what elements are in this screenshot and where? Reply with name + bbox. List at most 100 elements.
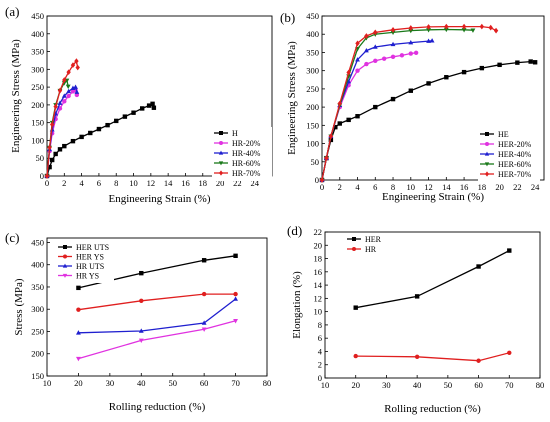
legend-marker	[62, 263, 68, 268]
series-her-60-	[319, 27, 476, 183]
data-point	[507, 350, 512, 355]
x-axis-label: Rolling reduction (%)	[109, 401, 206, 413]
data-point	[201, 320, 207, 325]
legend-label: HER YS	[76, 253, 104, 262]
legend-marker	[63, 245, 67, 249]
y-tick-label: 250	[31, 326, 44, 336]
y-tick-label: 100	[306, 139, 319, 149]
data-point	[324, 155, 329, 161]
y-tick-label: 50	[311, 157, 320, 167]
data-point	[476, 358, 481, 363]
legend-label: HER-70%	[498, 170, 532, 179]
series-hr-70-	[44, 58, 80, 179]
y-tick-label: 450	[31, 237, 44, 247]
x-tick-label: 80	[263, 378, 272, 388]
data-point	[57, 147, 63, 152]
x-tick-label: 16	[460, 182, 469, 192]
y-tick-label: 150	[31, 371, 44, 381]
data-point	[105, 122, 110, 128]
legend-box	[345, 233, 385, 257]
x-tick-label: 70	[231, 378, 240, 388]
data-point	[444, 75, 449, 80]
series-line	[355, 352, 510, 362]
y-tick-label: 450	[306, 11, 319, 21]
data-point	[426, 81, 431, 86]
data-point	[413, 50, 419, 56]
data-point	[233, 296, 238, 301]
data-point	[408, 28, 414, 34]
data-point	[62, 99, 67, 104]
data-point	[408, 25, 413, 31]
x-tick-label: 0	[320, 182, 324, 192]
data-point	[114, 118, 119, 124]
data-point	[328, 133, 334, 140]
legend-label: HE	[498, 130, 509, 139]
y-tick-label: 50	[36, 153, 45, 163]
data-point	[73, 84, 78, 89]
data-point	[138, 338, 144, 344]
data-point	[201, 258, 207, 263]
x-tick-label: 60	[474, 380, 483, 390]
data-point	[138, 328, 144, 333]
legend-label: HR-60%	[232, 159, 261, 168]
data-point	[57, 87, 63, 94]
data-point	[44, 173, 50, 179]
x-tick-label: 8	[391, 182, 395, 192]
panel-label: (a)	[5, 4, 19, 19]
y-tick-label: 400	[31, 29, 44, 39]
data-point	[493, 27, 499, 34]
data-point	[328, 137, 334, 143]
data-point	[414, 294, 420, 299]
data-point	[47, 144, 52, 151]
data-point	[62, 143, 67, 149]
data-point	[47, 164, 52, 170]
x-tick-label: 70	[505, 380, 514, 390]
y-tick-label: 200	[31, 349, 44, 359]
series-her-ys	[76, 291, 238, 312]
legend-marker	[352, 247, 356, 251]
x-axis-label: Rolling reduction (%)	[384, 403, 481, 415]
data-point	[429, 38, 435, 43]
series-hr-40-	[44, 84, 80, 178]
x-tick-label: 20	[74, 378, 83, 388]
y-tick-label: 250	[31, 82, 44, 92]
data-point	[414, 354, 420, 359]
x-tick-label: 12	[147, 178, 156, 188]
series-line	[78, 298, 236, 334]
data-point	[408, 39, 414, 45]
legend-marker	[485, 142, 489, 146]
data-point	[233, 291, 238, 297]
data-point	[355, 57, 360, 62]
x-tick-label: 60	[200, 378, 209, 388]
data-point	[372, 44, 378, 49]
panel-label: (d)	[287, 223, 302, 238]
data-point	[528, 59, 533, 64]
legend-label: HR UTS	[76, 262, 104, 271]
data-point	[139, 298, 144, 303]
data-point	[476, 264, 481, 269]
data-point	[507, 248, 512, 253]
data-point	[337, 121, 342, 126]
series-line	[46, 102, 155, 177]
data-point	[479, 23, 485, 30]
data-point	[151, 105, 157, 110]
y-tick-label: 300	[31, 304, 44, 314]
data-point	[346, 69, 351, 76]
series-her-20-	[319, 50, 419, 183]
data-point	[390, 26, 396, 33]
x-tick-label: 14	[442, 182, 451, 192]
y-tick-label: 0	[40, 171, 44, 181]
legend-marker	[219, 131, 223, 135]
data-point	[74, 58, 79, 65]
data-point	[88, 130, 93, 136]
x-tick-label: 50	[444, 380, 453, 390]
x-tick-label: 22	[513, 182, 522, 192]
legend-label: HR	[365, 245, 377, 254]
y-tick-label: 300	[306, 66, 319, 76]
data-point	[66, 88, 72, 94]
data-point	[461, 23, 467, 30]
data-point	[201, 327, 207, 332]
